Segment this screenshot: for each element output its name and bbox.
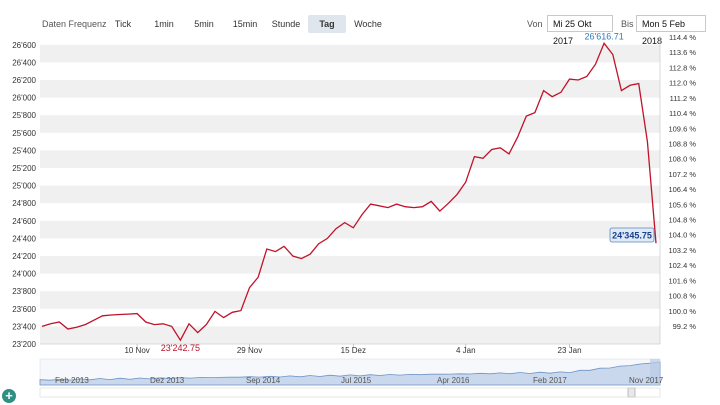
- y-tick-label: 26'200: [12, 76, 36, 85]
- x-tick-label: 29 Nov: [237, 346, 262, 355]
- y2-tick-label: 99.2 %: [673, 322, 697, 331]
- y2-tick-label: 111.2 %: [670, 94, 697, 103]
- grid-band: [40, 44, 660, 63]
- from-label: Von: [527, 19, 543, 29]
- max-price-label: 26'616.71: [584, 31, 623, 41]
- y2-tick-label: 102.4 %: [668, 261, 696, 270]
- y2-tick-label: 110.4 %: [669, 109, 696, 118]
- y2-tick-label: 103.2 %: [668, 246, 696, 255]
- min-price-label: 23'242.75: [161, 343, 200, 353]
- to-label: Bis: [621, 19, 634, 29]
- y-tick-label: 25'600: [12, 129, 36, 138]
- y2-tick-label: 100.0 %: [668, 307, 696, 316]
- y-tick-label: 24'600: [12, 217, 36, 226]
- freq-button-tick[interactable]: Tick: [114, 19, 132, 29]
- freq-button-1min[interactable]: 1min: [154, 19, 174, 29]
- y-tick-label: 25'800: [12, 111, 36, 120]
- y-tick-label: 23'400: [12, 322, 36, 331]
- navigator-label: Nov 2017: [629, 376, 664, 385]
- freq-button-15min[interactable]: 15min: [232, 19, 258, 29]
- y-tick-label: 23'200: [12, 340, 36, 349]
- navigator-area: [39, 361, 661, 386]
- navigator-label: Apr 2016: [437, 376, 470, 385]
- y2-tick-label: 109.6 %: [668, 124, 696, 133]
- navigator-label: Sep 2014: [246, 376, 281, 385]
- y2-tick-label: 108.8 %: [668, 139, 696, 148]
- y2-tick-label: 112.0 %: [669, 79, 696, 88]
- y2-tick-label: 114.4 %: [669, 33, 696, 42]
- y-tick-label: 24'800: [12, 199, 36, 208]
- navigator-label: Dez 2013: [150, 376, 185, 385]
- y-axis-percent: 99.2 % 100.0 % 100.8 % 101.6 % 102.4 % 103.2 …: [668, 33, 696, 331]
- add-icon[interactable]: +: [2, 389, 16, 403]
- price-line: [41, 42, 657, 342]
- y2-tick-label: 104.0 %: [668, 231, 696, 240]
- y-tick-label: 24'000: [12, 270, 36, 279]
- navigator-label: Feb 2017: [533, 376, 567, 385]
- last-price-label: 24'345.75: [612, 231, 652, 241]
- plot-bands: [40, 36, 661, 345]
- y2-tick-label: 112.8 %: [669, 63, 696, 72]
- navigator-scrollbar[interactable]: [39, 387, 661, 398]
- x-tick-label: 10 Nov: [124, 346, 149, 355]
- x-tick-label: 23 Jan: [558, 346, 582, 355]
- grid-band: [40, 80, 660, 98]
- freq-button-stunde[interactable]: Stunde: [271, 19, 301, 29]
- truncated-header: ▔▔▔▔▔▔▔: [40, 0, 88, 5]
- freq-button-woche[interactable]: Woche: [354, 19, 382, 29]
- y-tick-label: 26'600: [12, 41, 36, 50]
- y-axis: 23'200 23'400 23'600 23'800 24'000 24'200 24'4…: [12, 41, 36, 349]
- y-tick-label: 23'600: [12, 305, 36, 314]
- x-axis: 10 Nov 29 Nov 15 Dez 4 Jan 23 Jan: [124, 344, 582, 355]
- navigator-label: Jul 2015: [341, 376, 372, 385]
- y2-tick-label: 100.8 %: [668, 292, 696, 301]
- y2-tick-label: 106.4 %: [668, 185, 696, 194]
- y-tick-label: 25'400: [12, 146, 36, 155]
- frequency-label: Daten Frequenz: [42, 19, 107, 29]
- y2-tick-label: 107.2 %: [668, 170, 696, 179]
- y2-tick-label: 108.0 %: [668, 155, 696, 164]
- from-date-field[interactable]: Mi 25 Okt 2017: [547, 15, 613, 46]
- grid-band: [40, 256, 660, 274]
- grid-band: [40, 150, 660, 168]
- y2-tick-label: 105.6 %: [668, 200, 696, 209]
- navigator-handle[interactable]: [627, 387, 636, 398]
- y-tick-label: 24'200: [12, 252, 36, 261]
- last-price-badge: [609, 227, 655, 243]
- y-tick-label: 25'200: [12, 164, 36, 173]
- grid-band: [40, 185, 660, 204]
- toolbar: Daten Frequenz Tick 1min 5min 15min Stun…: [0, 0, 720, 46]
- y2-tick-label: 113.6 %: [669, 48, 696, 57]
- navigator-label: Feb 2013: [55, 376, 89, 385]
- grid-band: [40, 220, 660, 239]
- navigator-labels: Feb 2013 Dez 2013 Sep 2014 Jul 2015 Apr 2016…: [55, 376, 664, 385]
- y-tick-label: 26'400: [12, 58, 36, 67]
- navigator[interactable]: Feb 2013 Dez 2013 Sep 2014 Jul 2015 Apr 2016…: [39, 358, 664, 398]
- y-tick-label: 24'400: [12, 234, 36, 243]
- x-tick-label: 15 Dez: [341, 346, 366, 355]
- y2-tick-label: 101.6 %: [668, 276, 696, 285]
- to-date-field[interactable]: Mon 5 Feb 2018: [636, 15, 706, 46]
- y-tick-label: 23'800: [12, 287, 36, 296]
- grid-band: [40, 115, 660, 133]
- freq-button-tag[interactable]: Tag: [308, 15, 346, 33]
- y-tick-label: 25'000: [12, 182, 36, 191]
- x-tick-label: 4 Jan: [456, 346, 476, 355]
- y-tick-label: 26'000: [12, 94, 36, 103]
- navigator-selection[interactable]: [650, 359, 660, 385]
- y2-tick-label: 104.8 %: [668, 216, 696, 225]
- freq-button-5min[interactable]: 5min: [194, 19, 214, 29]
- grid-band: [40, 291, 660, 309]
- grid-band: [40, 326, 660, 344]
